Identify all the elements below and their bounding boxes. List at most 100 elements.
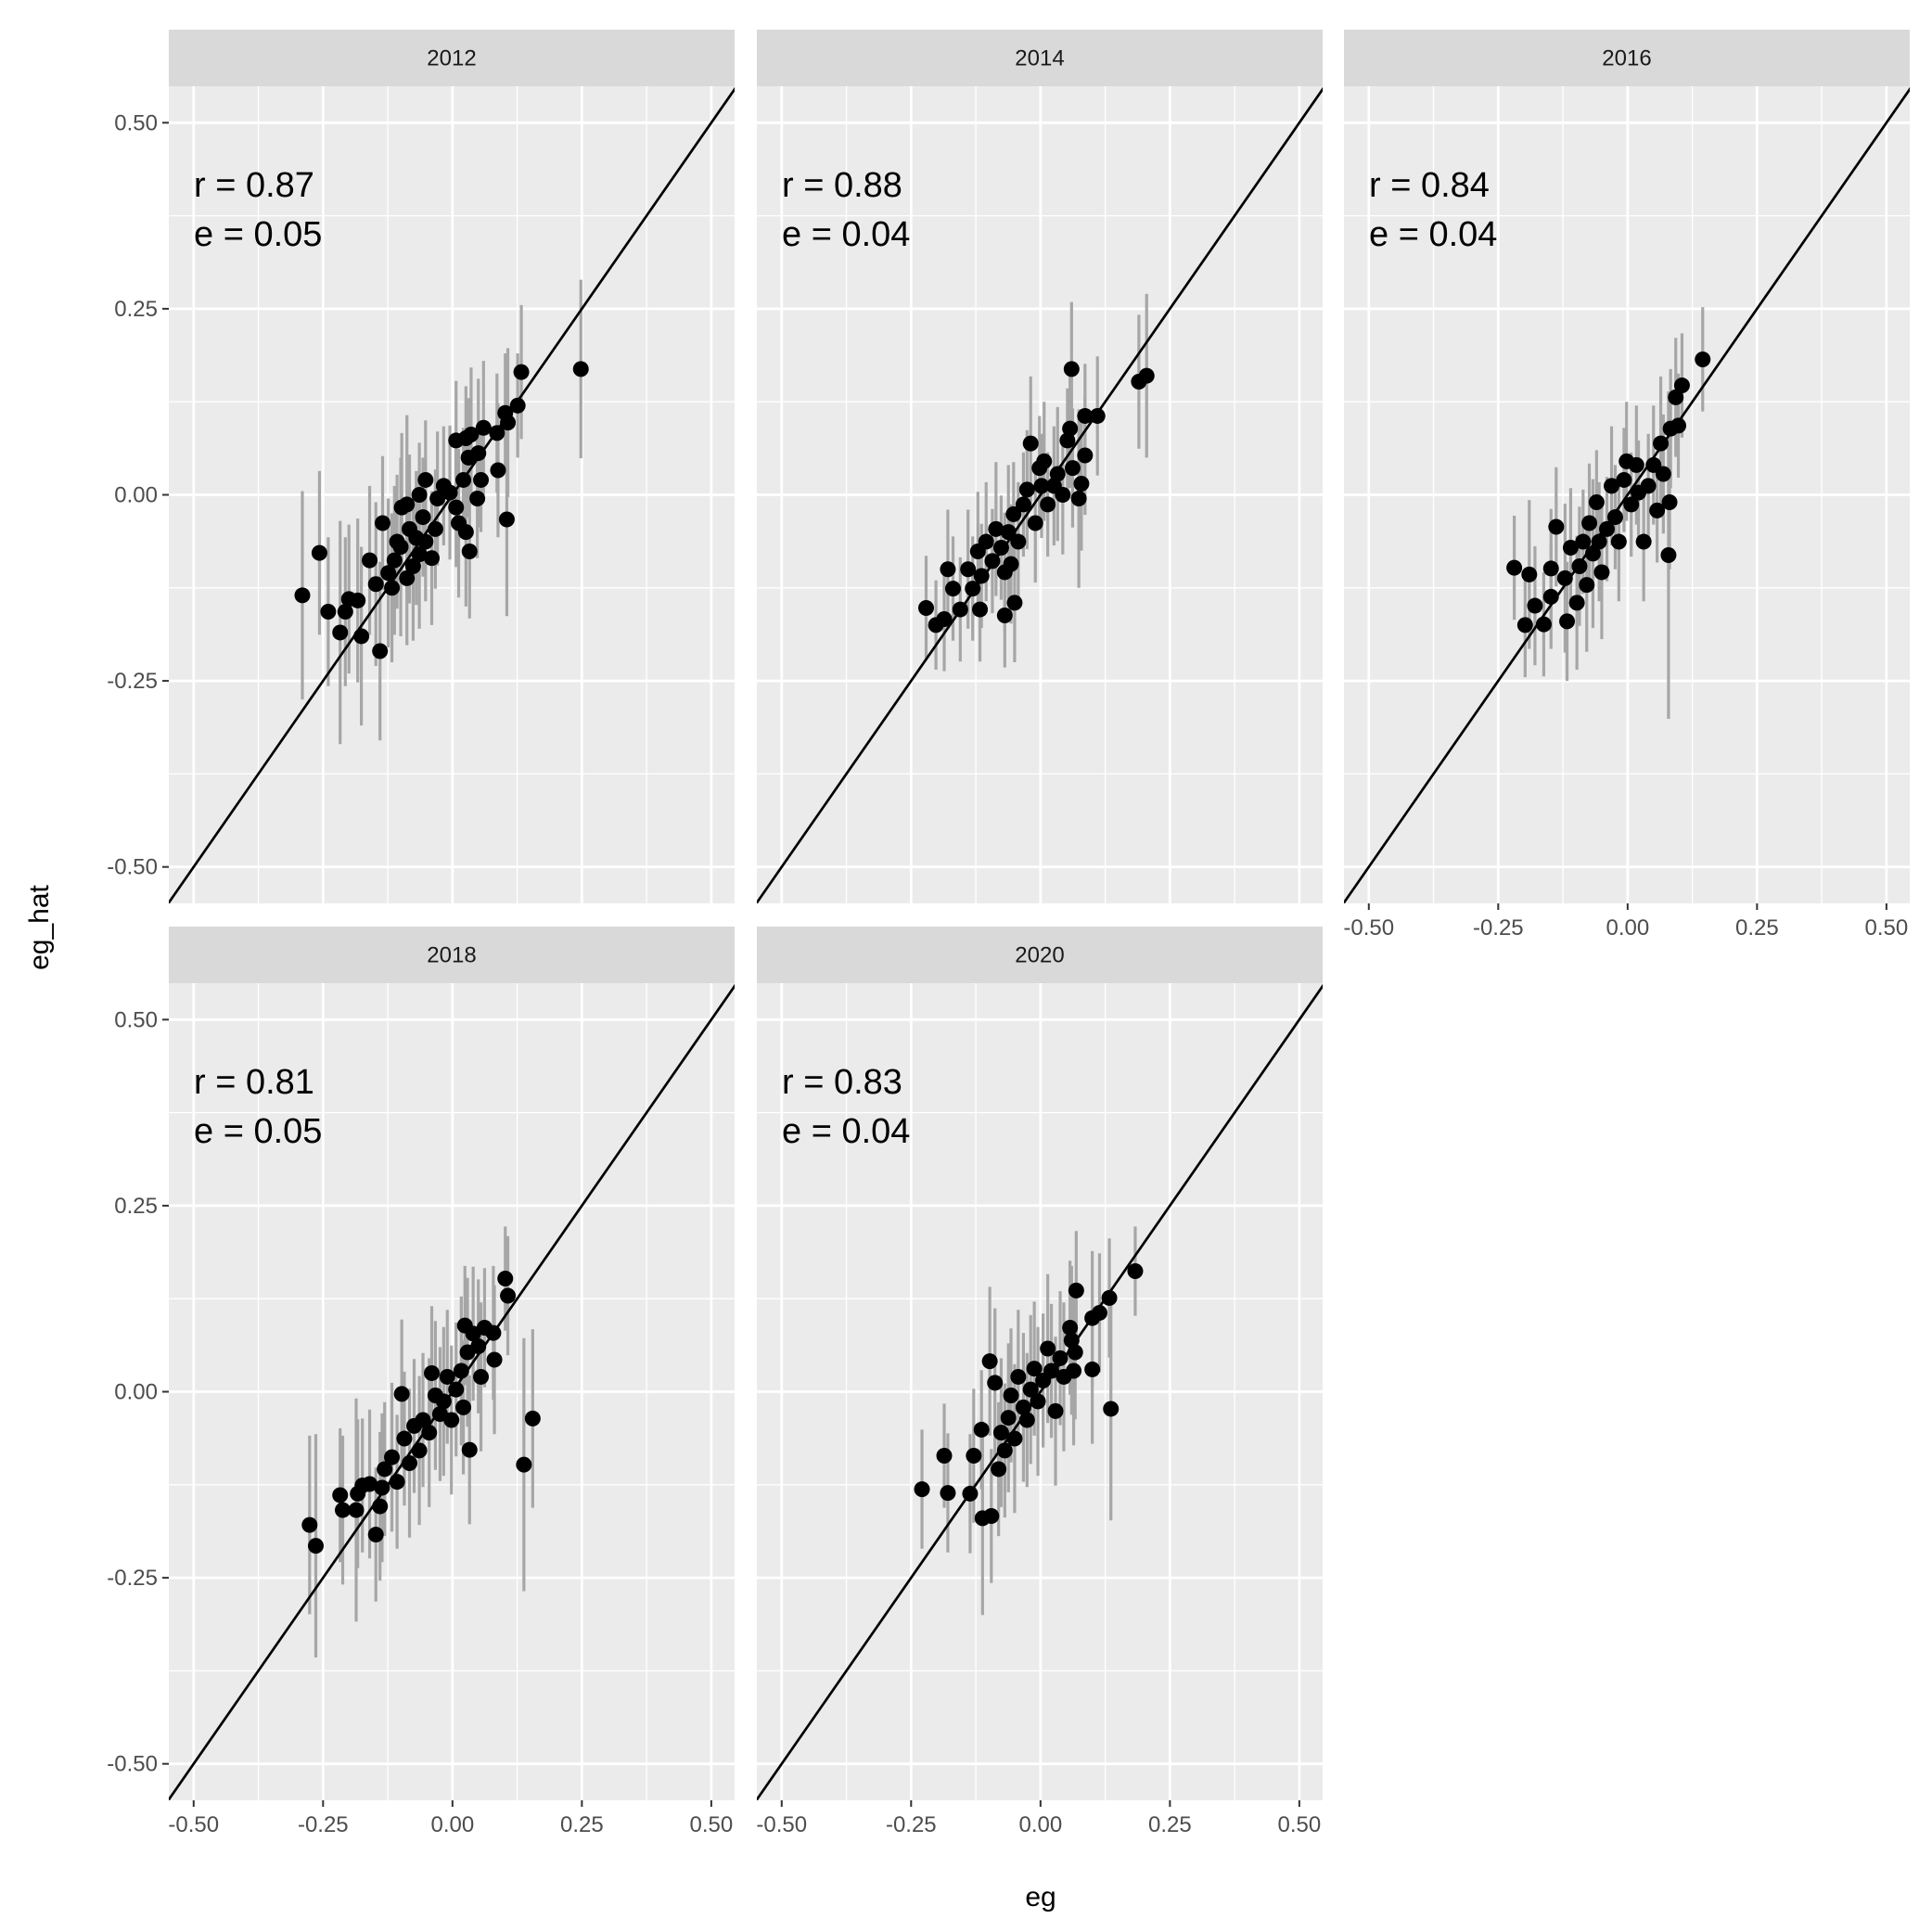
data-point: [417, 533, 434, 550]
data-point: [917, 599, 934, 616]
facet-panel-2014: 2014 r = 0.88 e = 0.04: [757, 30, 1323, 903]
data-point: [1556, 569, 1573, 586]
data-point: [473, 1368, 490, 1385]
data-point: [411, 487, 428, 503]
data-point: [1036, 453, 1053, 469]
data-point: [987, 1375, 1004, 1391]
data-layer: [169, 983, 735, 1800]
data-point: [1091, 1304, 1107, 1321]
data-point: [1000, 1410, 1017, 1427]
data-point: [470, 445, 487, 462]
data-point: [1005, 505, 1022, 522]
facet-strip-label: 2012: [427, 46, 476, 71]
facet-strip-label: 2016: [1602, 46, 1651, 71]
data-point: [399, 569, 416, 586]
data-point: [1575, 533, 1592, 550]
data-point: [1649, 502, 1666, 518]
data-point: [988, 520, 1004, 537]
facet-panel-2012: 2012 r = 0.87 e = 0.05 -0.50 -0.25 0.00 0.25 0.…: [107, 30, 735, 903]
data-point: [1066, 1363, 1082, 1379]
data-point: [332, 624, 349, 641]
data-point: [435, 1393, 452, 1410]
data-point: [439, 1368, 455, 1385]
data-point: [1070, 491, 1087, 507]
data-point: [362, 552, 378, 569]
data-point: [1067, 1344, 1083, 1361]
data-point: [1103, 1401, 1120, 1417]
identity-line: [1344, 86, 1910, 903]
data-point: [1653, 435, 1670, 452]
data-point: [1695, 351, 1711, 367]
data-point: [475, 419, 492, 436]
data-point: [1542, 560, 1559, 577]
data-point: [516, 1456, 532, 1473]
data-point: [1655, 466, 1671, 482]
r-annotation: r = 0.83: [782, 1063, 902, 1102]
data-point: [421, 1425, 438, 1441]
data-point: [940, 561, 956, 578]
data-point: [374, 515, 390, 531]
data-point: [1591, 533, 1607, 550]
data-point: [996, 1442, 1013, 1459]
data-point: [1049, 466, 1066, 482]
data-layer: [169, 86, 735, 903]
data-point: [1568, 595, 1585, 611]
facet-strip-label: 2018: [427, 943, 476, 968]
data-point: [497, 1271, 514, 1287]
data-point: [981, 1353, 998, 1370]
data-point: [992, 539, 1009, 556]
y-tick-label: 0.00: [114, 483, 158, 508]
data-point: [332, 1487, 349, 1503]
e-annotation: e = 0.05: [194, 1112, 322, 1151]
y-axis-title: eg_hat: [24, 884, 55, 969]
data-point: [1542, 588, 1559, 605]
data-point: [1138, 367, 1155, 384]
data-point: [1548, 518, 1565, 535]
data-point: [1599, 520, 1616, 537]
data-point: [1588, 494, 1605, 511]
data-point: [301, 1516, 318, 1533]
data-point: [1535, 616, 1552, 633]
data-point: [952, 601, 968, 618]
x-tick-label: -0.50: [1343, 915, 1394, 940]
data-point: [353, 628, 370, 645]
data-point: [429, 491, 446, 507]
data-point: [415, 509, 431, 526]
data-point: [1018, 481, 1035, 498]
data-point: [350, 1485, 366, 1502]
data-point: [1527, 597, 1543, 614]
data-point: [1584, 545, 1601, 562]
data-point: [972, 601, 989, 618]
data-point: [417, 471, 434, 488]
data-point: [448, 1381, 465, 1398]
e-annotation: e = 0.05: [194, 215, 322, 254]
facet-strip-label: 2020: [1015, 943, 1064, 968]
x-tick-label: -0.50: [168, 1812, 219, 1837]
r-annotation: r = 0.88: [782, 166, 902, 205]
y-tick-label: -0.25: [107, 1566, 158, 1591]
r-annotation: r = 0.81: [194, 1063, 314, 1102]
data-point: [348, 1502, 365, 1518]
data-point: [399, 496, 416, 513]
data-point: [448, 499, 465, 516]
data-layer: [757, 86, 1323, 903]
y-tick-label: 0.25: [114, 297, 158, 322]
data-point: [485, 1324, 502, 1341]
facet-strip: [1344, 30, 1910, 86]
data-point: [1559, 613, 1576, 630]
data-point: [1000, 524, 1017, 541]
data-point: [960, 561, 977, 578]
x-tick-label: -0.25: [1473, 915, 1524, 940]
x-tick-label: 0.50: [1865, 915, 1909, 940]
data-point: [996, 607, 1013, 623]
data-point: [1089, 407, 1106, 424]
data-point: [427, 520, 443, 537]
data-point: [936, 1448, 953, 1465]
data-point: [1033, 478, 1050, 494]
data-point: [1063, 1332, 1080, 1349]
data-point: [1015, 1399, 1031, 1415]
data-point: [1660, 546, 1677, 563]
data-point: [1623, 496, 1640, 513]
x-tick-label: 0.00: [430, 1812, 474, 1837]
data-point: [500, 415, 517, 431]
